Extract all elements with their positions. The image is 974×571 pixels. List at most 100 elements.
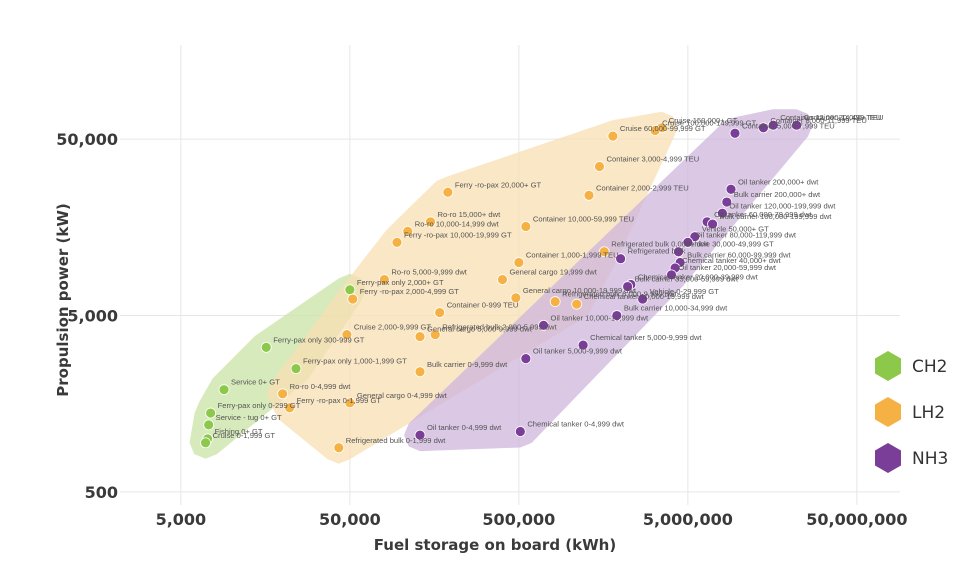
point-lh2 bbox=[442, 186, 454, 198]
point-nh3 bbox=[611, 310, 623, 321]
point-ch2 bbox=[218, 384, 230, 396]
point-label: Vehicle 0-29,999 GT bbox=[650, 287, 720, 296]
legend-swatch-lh2 bbox=[875, 397, 901, 427]
point-label: Bulk carrier 200,000+ dwt bbox=[734, 190, 821, 199]
point-label: Oil tanker 80,000-119,999 dwt bbox=[695, 230, 797, 239]
point-nh3 bbox=[791, 119, 803, 131]
point-label: General cargo 0-4,999 dwt bbox=[357, 391, 448, 400]
point-label: Ro-ro 5,000-9,999 dwt bbox=[391, 268, 467, 277]
point-label: Vehicle 50,000+ GT bbox=[702, 225, 769, 234]
point-label: Container 20,000+ TEU bbox=[804, 113, 884, 122]
point-label: Bulk carrier 60,000-99,999 dwt bbox=[687, 250, 791, 259]
point-label: Ferry -ro-pax 10,000-19,999 GT bbox=[404, 230, 512, 239]
point-label: Container 2,000-2,999 TEU bbox=[596, 183, 689, 192]
point-label: Bulk carrier 0-9,999 dwt bbox=[427, 360, 508, 369]
point-nh3 bbox=[615, 253, 627, 265]
point-nh3 bbox=[666, 269, 677, 281]
point-nh3 bbox=[538, 319, 549, 331]
point-lh2 bbox=[414, 366, 426, 378]
point-label: Chemical tanker 5,000-9,999 dwt bbox=[590, 333, 702, 342]
point-label: Bulk carrier 100,000-199,999 dwt bbox=[720, 212, 833, 221]
point-label: Chemical tanker 20,000-39,999 dwt bbox=[638, 272, 759, 281]
point-labels: Ferry-pax only 2,000+ GT Ferry-pax only 3… bbox=[213, 113, 884, 445]
point-label: Refrigerated bulk 6,000-9,999 dwt bbox=[562, 290, 677, 299]
point-lh2 bbox=[402, 225, 414, 237]
point-nh3 bbox=[682, 236, 694, 248]
point-lh2 bbox=[497, 274, 508, 285]
legend-swatch-nh3 bbox=[875, 443, 901, 473]
y-tick-label: 5,000 bbox=[67, 307, 118, 326]
point-nh3 bbox=[520, 353, 532, 365]
point-label: Oil tanker 10,000-19,999 dwt bbox=[551, 313, 649, 322]
x-tick-label: 50,000,000 bbox=[806, 510, 907, 529]
point-label: Refrigerated bulk bbox=[628, 247, 686, 256]
point-nh3 bbox=[729, 127, 741, 139]
point-ch2 bbox=[200, 437, 211, 449]
point-lh2 bbox=[333, 442, 345, 454]
point-label: Container 5,000-7,999 TEU bbox=[742, 121, 835, 130]
point-label: Oil tanker 60,000-79,999 dwt bbox=[714, 210, 812, 219]
point-nh3 bbox=[707, 218, 718, 230]
point-label: Oil tanker 5,000-9,999 dwt bbox=[533, 347, 623, 356]
legend-swatch-ch2 bbox=[875, 351, 901, 381]
point-lh2 bbox=[429, 329, 441, 340]
point-label: Service 0+ GT bbox=[231, 378, 280, 387]
point-label: Ferry -ro-pax 2,000-4,999 GT bbox=[360, 287, 460, 296]
point-nh3 bbox=[514, 426, 526, 437]
point-lh2 bbox=[425, 216, 436, 228]
point-nh3 bbox=[767, 119, 779, 131]
point-label: General cargo 10,000-19,999 dwt bbox=[523, 286, 637, 295]
legend-label: LH2 bbox=[912, 403, 945, 423]
point-label: Container 1,000-1,999 TEU bbox=[526, 250, 619, 259]
point-nh3 bbox=[725, 183, 737, 195]
point-lh2 bbox=[520, 221, 532, 232]
point-label: Chemical tanker 10,000-19,999 dwt bbox=[584, 292, 705, 301]
point-ch2 bbox=[205, 407, 217, 419]
point-lh2 bbox=[378, 274, 390, 285]
legend-label: NH3 bbox=[912, 449, 948, 469]
point-label: General cargo 19,999 dwt bbox=[509, 268, 597, 277]
point-label: Ro-ro 10,000-14,999 dwt bbox=[415, 219, 500, 228]
y-tick-label: 500 bbox=[85, 483, 118, 502]
x-tick-label: 5,000 bbox=[156, 510, 207, 529]
point-nh3 bbox=[637, 293, 649, 305]
point-lh2 bbox=[649, 125, 661, 136]
point-label: Container 3,000-4,999 TEU bbox=[606, 154, 699, 163]
points bbox=[200, 119, 803, 454]
point-label: Refrigerated bulk 0-1,999 dwt bbox=[346, 436, 447, 445]
point-label: Chemical tanker 0-4,999 dwt bbox=[527, 420, 625, 429]
point-label: Ferry-pax only 2,000+ GT bbox=[357, 278, 444, 287]
point-label: Refrigerated bulk 2,000-5,999 dwt bbox=[442, 323, 557, 332]
y-axis-label: Propulsion power (kW) bbox=[54, 203, 72, 396]
point-label: Oil tanker 0-4,999 dwt bbox=[427, 423, 502, 432]
y-tick-label: 50,000 bbox=[56, 130, 118, 149]
region-nh3 bbox=[403, 109, 813, 452]
point-lh2 bbox=[607, 130, 619, 142]
region-lh2 bbox=[266, 111, 678, 464]
x-tick-label: 50,000 bbox=[319, 510, 381, 529]
point-label: Cruise 60,000-99,999 GT bbox=[620, 124, 706, 133]
point-ch2 bbox=[260, 341, 272, 353]
x-axis-label: Fuel storage on board (kWh) bbox=[374, 536, 616, 554]
point-label: General cargo 5,000-9,999 dwt bbox=[427, 325, 533, 334]
point-ch2 bbox=[203, 419, 215, 431]
point-lh2 bbox=[434, 307, 446, 318]
point-label: Oil tanker 120,000-199,999 dwt bbox=[729, 201, 836, 210]
point-lh2 bbox=[344, 397, 356, 409]
point-nh3 bbox=[622, 281, 634, 292]
point-label: Chemical tanker 40,000+ dwt bbox=[682, 256, 781, 265]
point-lh2 bbox=[284, 402, 296, 414]
point-lh2 bbox=[594, 161, 605, 172]
point-lh2 bbox=[583, 189, 595, 201]
point-nh3 bbox=[673, 246, 684, 258]
point-lh2 bbox=[513, 257, 525, 268]
point-lh2 bbox=[549, 296, 561, 307]
point-label: Ferry-pax only 0-299 GT bbox=[218, 401, 301, 410]
point-label: Bulk carrier 35,000-59,999 dwt bbox=[635, 275, 739, 284]
point-label: Container 8,000-11,999 TEU bbox=[770, 116, 866, 125]
point-nh3 bbox=[577, 339, 589, 351]
point-label: Refrigerated bulk 0,000+ dwt bbox=[611, 240, 709, 249]
point-label: Fishing 0+ GT bbox=[215, 427, 263, 436]
